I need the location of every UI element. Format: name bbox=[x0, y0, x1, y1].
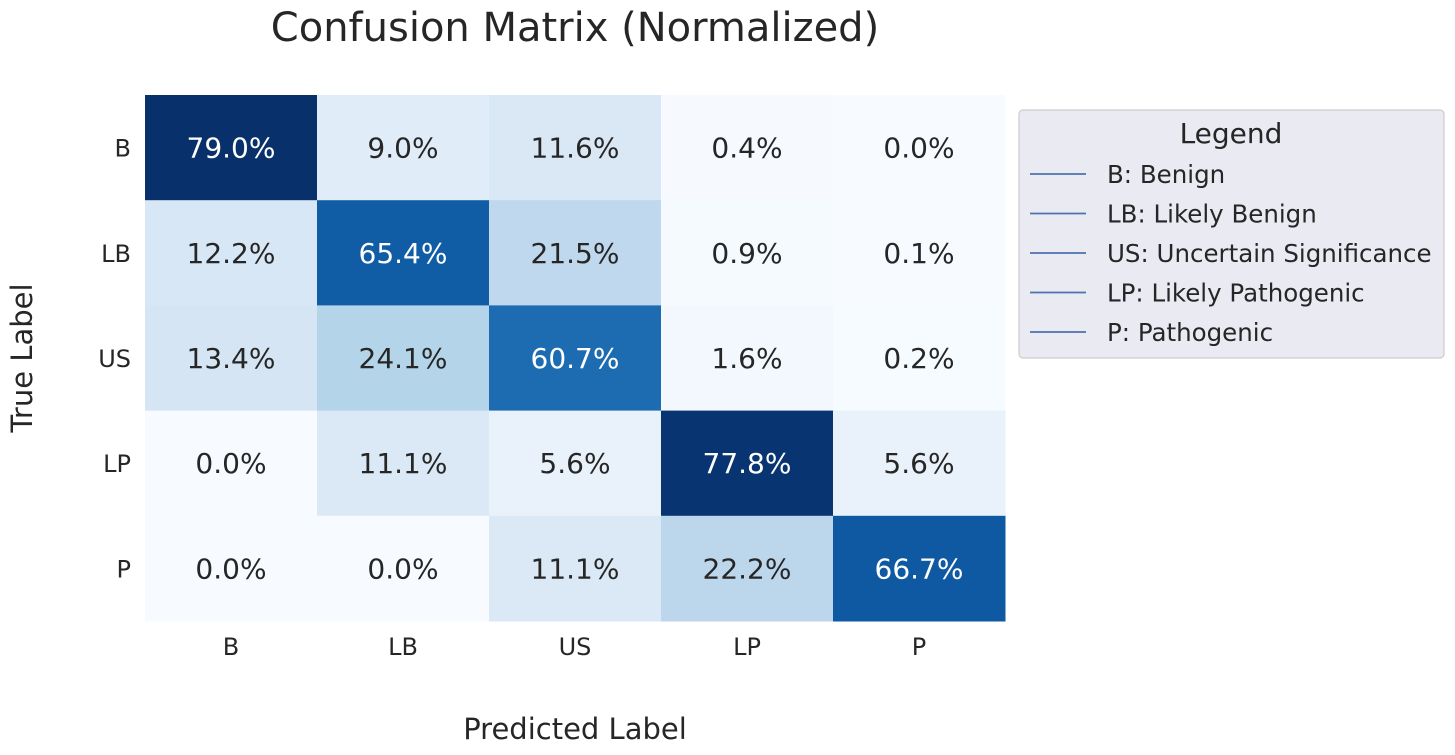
heatmap-cell bbox=[661, 200, 834, 306]
x-tick-label: LB bbox=[388, 633, 418, 661]
legend-entry-label: LB: Likely Benign bbox=[1107, 200, 1317, 229]
heatmap-cell bbox=[317, 410, 490, 517]
heatmap-cell bbox=[145, 410, 318, 517]
heatmap-cell bbox=[317, 305, 490, 412]
heatmap-cell bbox=[833, 200, 1006, 306]
chart-title: Confusion Matrix (Normalized) bbox=[271, 5, 879, 51]
heatmap-cell bbox=[317, 200, 490, 306]
cell-value-label: 11.1% bbox=[531, 552, 620, 585]
cell-value-label: 0.2% bbox=[883, 342, 954, 375]
cell-value-label: 65.4% bbox=[359, 237, 448, 270]
legend-title: Legend bbox=[1180, 117, 1283, 150]
legend-entry-label: LP: Likely Pathogenic bbox=[1107, 279, 1365, 308]
cell-value-label: 66.7% bbox=[875, 552, 964, 585]
cell-value-label: 0.4% bbox=[711, 132, 782, 165]
cell-value-label: 0.9% bbox=[711, 237, 782, 270]
heatmap-cell bbox=[489, 200, 662, 306]
legend-entry-label: P: Pathogenic bbox=[1107, 318, 1273, 347]
legend-entry-label: US: Uncertain Significance bbox=[1107, 239, 1432, 268]
cell-value-label: 0.0% bbox=[195, 447, 266, 480]
heatmap-cell bbox=[145, 200, 318, 306]
cell-value-label: 5.6% bbox=[883, 447, 954, 480]
heatmap-cells bbox=[145, 95, 1006, 622]
heatmap-cell bbox=[489, 305, 662, 412]
y-tick-labels: B LB US LP P bbox=[98, 135, 131, 584]
cell-value-label: 60.7% bbox=[531, 342, 620, 375]
heatmap-cell bbox=[145, 95, 318, 201]
x-tick-label: B bbox=[223, 633, 239, 661]
heatmap-cell bbox=[317, 515, 490, 622]
cell-value-label: 77.8% bbox=[703, 447, 792, 480]
heatmap-cell bbox=[661, 305, 834, 412]
x-tick-label: P bbox=[912, 633, 926, 661]
heatmap-cell bbox=[145, 515, 318, 622]
x-tick-label: LP bbox=[733, 633, 761, 661]
legend: Legend B: Benign LB: Likely Benign US: Unc… bbox=[1018, 109, 1445, 359]
legend-entries: B: Benign LB: Likely Benign US: Uncertain … bbox=[1030, 160, 1432, 347]
legend-box bbox=[1018, 109, 1445, 359]
heatmap-cell bbox=[833, 515, 1006, 622]
cell-value-label: 0.0% bbox=[367, 552, 438, 585]
cell-value-label: 5.6% bbox=[539, 447, 610, 480]
x-tick-label: US bbox=[559, 633, 592, 661]
x-tick-labels: B LB US LP P bbox=[223, 633, 926, 661]
heatmap-cell bbox=[489, 515, 662, 622]
cell-value-label: 21.5% bbox=[531, 237, 620, 270]
cell-value-label: 11.1% bbox=[359, 447, 448, 480]
y-axis-label: True Label bbox=[5, 283, 39, 433]
y-tick-label: LB bbox=[101, 240, 131, 268]
cell-value-label: 1.6% bbox=[711, 342, 782, 375]
heatmap-cell bbox=[833, 95, 1006, 201]
heatmap-cell bbox=[489, 410, 662, 517]
cell-value-label: 12.2% bbox=[187, 237, 276, 270]
cell-value-label: 22.2% bbox=[703, 552, 792, 585]
cell-value-label: 9.0% bbox=[367, 132, 438, 165]
heatmap-cell bbox=[145, 305, 318, 412]
heatmap-cell bbox=[833, 410, 1006, 517]
heatmap-cell bbox=[661, 95, 834, 201]
heatmap-cell bbox=[317, 95, 490, 201]
y-tick-label: US bbox=[98, 345, 131, 373]
heatmap-cell bbox=[489, 95, 662, 201]
cell-value-label: 79.0% bbox=[187, 132, 276, 165]
cell-value-label: 0.1% bbox=[883, 237, 954, 270]
x-axis-label: Predicted Label bbox=[463, 712, 687, 746]
cell-value-label: 13.4% bbox=[187, 342, 276, 375]
cell-value-label: 24.1% bbox=[359, 342, 448, 375]
cell-value-label: 0.0% bbox=[883, 132, 954, 165]
heatmap-cell-labels: 79.0% 9.0% 11.6% 0.4% 0.0% 12.2% 65.4% 21.5% 0.9… bbox=[187, 132, 964, 586]
y-tick-label: B bbox=[115, 135, 131, 163]
heatmap-cell bbox=[833, 305, 1006, 412]
cell-value-label: 0.0% bbox=[195, 552, 266, 585]
y-tick-label: LP bbox=[103, 450, 131, 478]
heatmap-cell bbox=[661, 515, 834, 622]
y-tick-label: P bbox=[117, 555, 131, 583]
legend-entry-label: B: Benign bbox=[1107, 160, 1225, 189]
cell-value-label: 11.6% bbox=[531, 132, 620, 165]
heatmap-cell bbox=[661, 410, 834, 517]
